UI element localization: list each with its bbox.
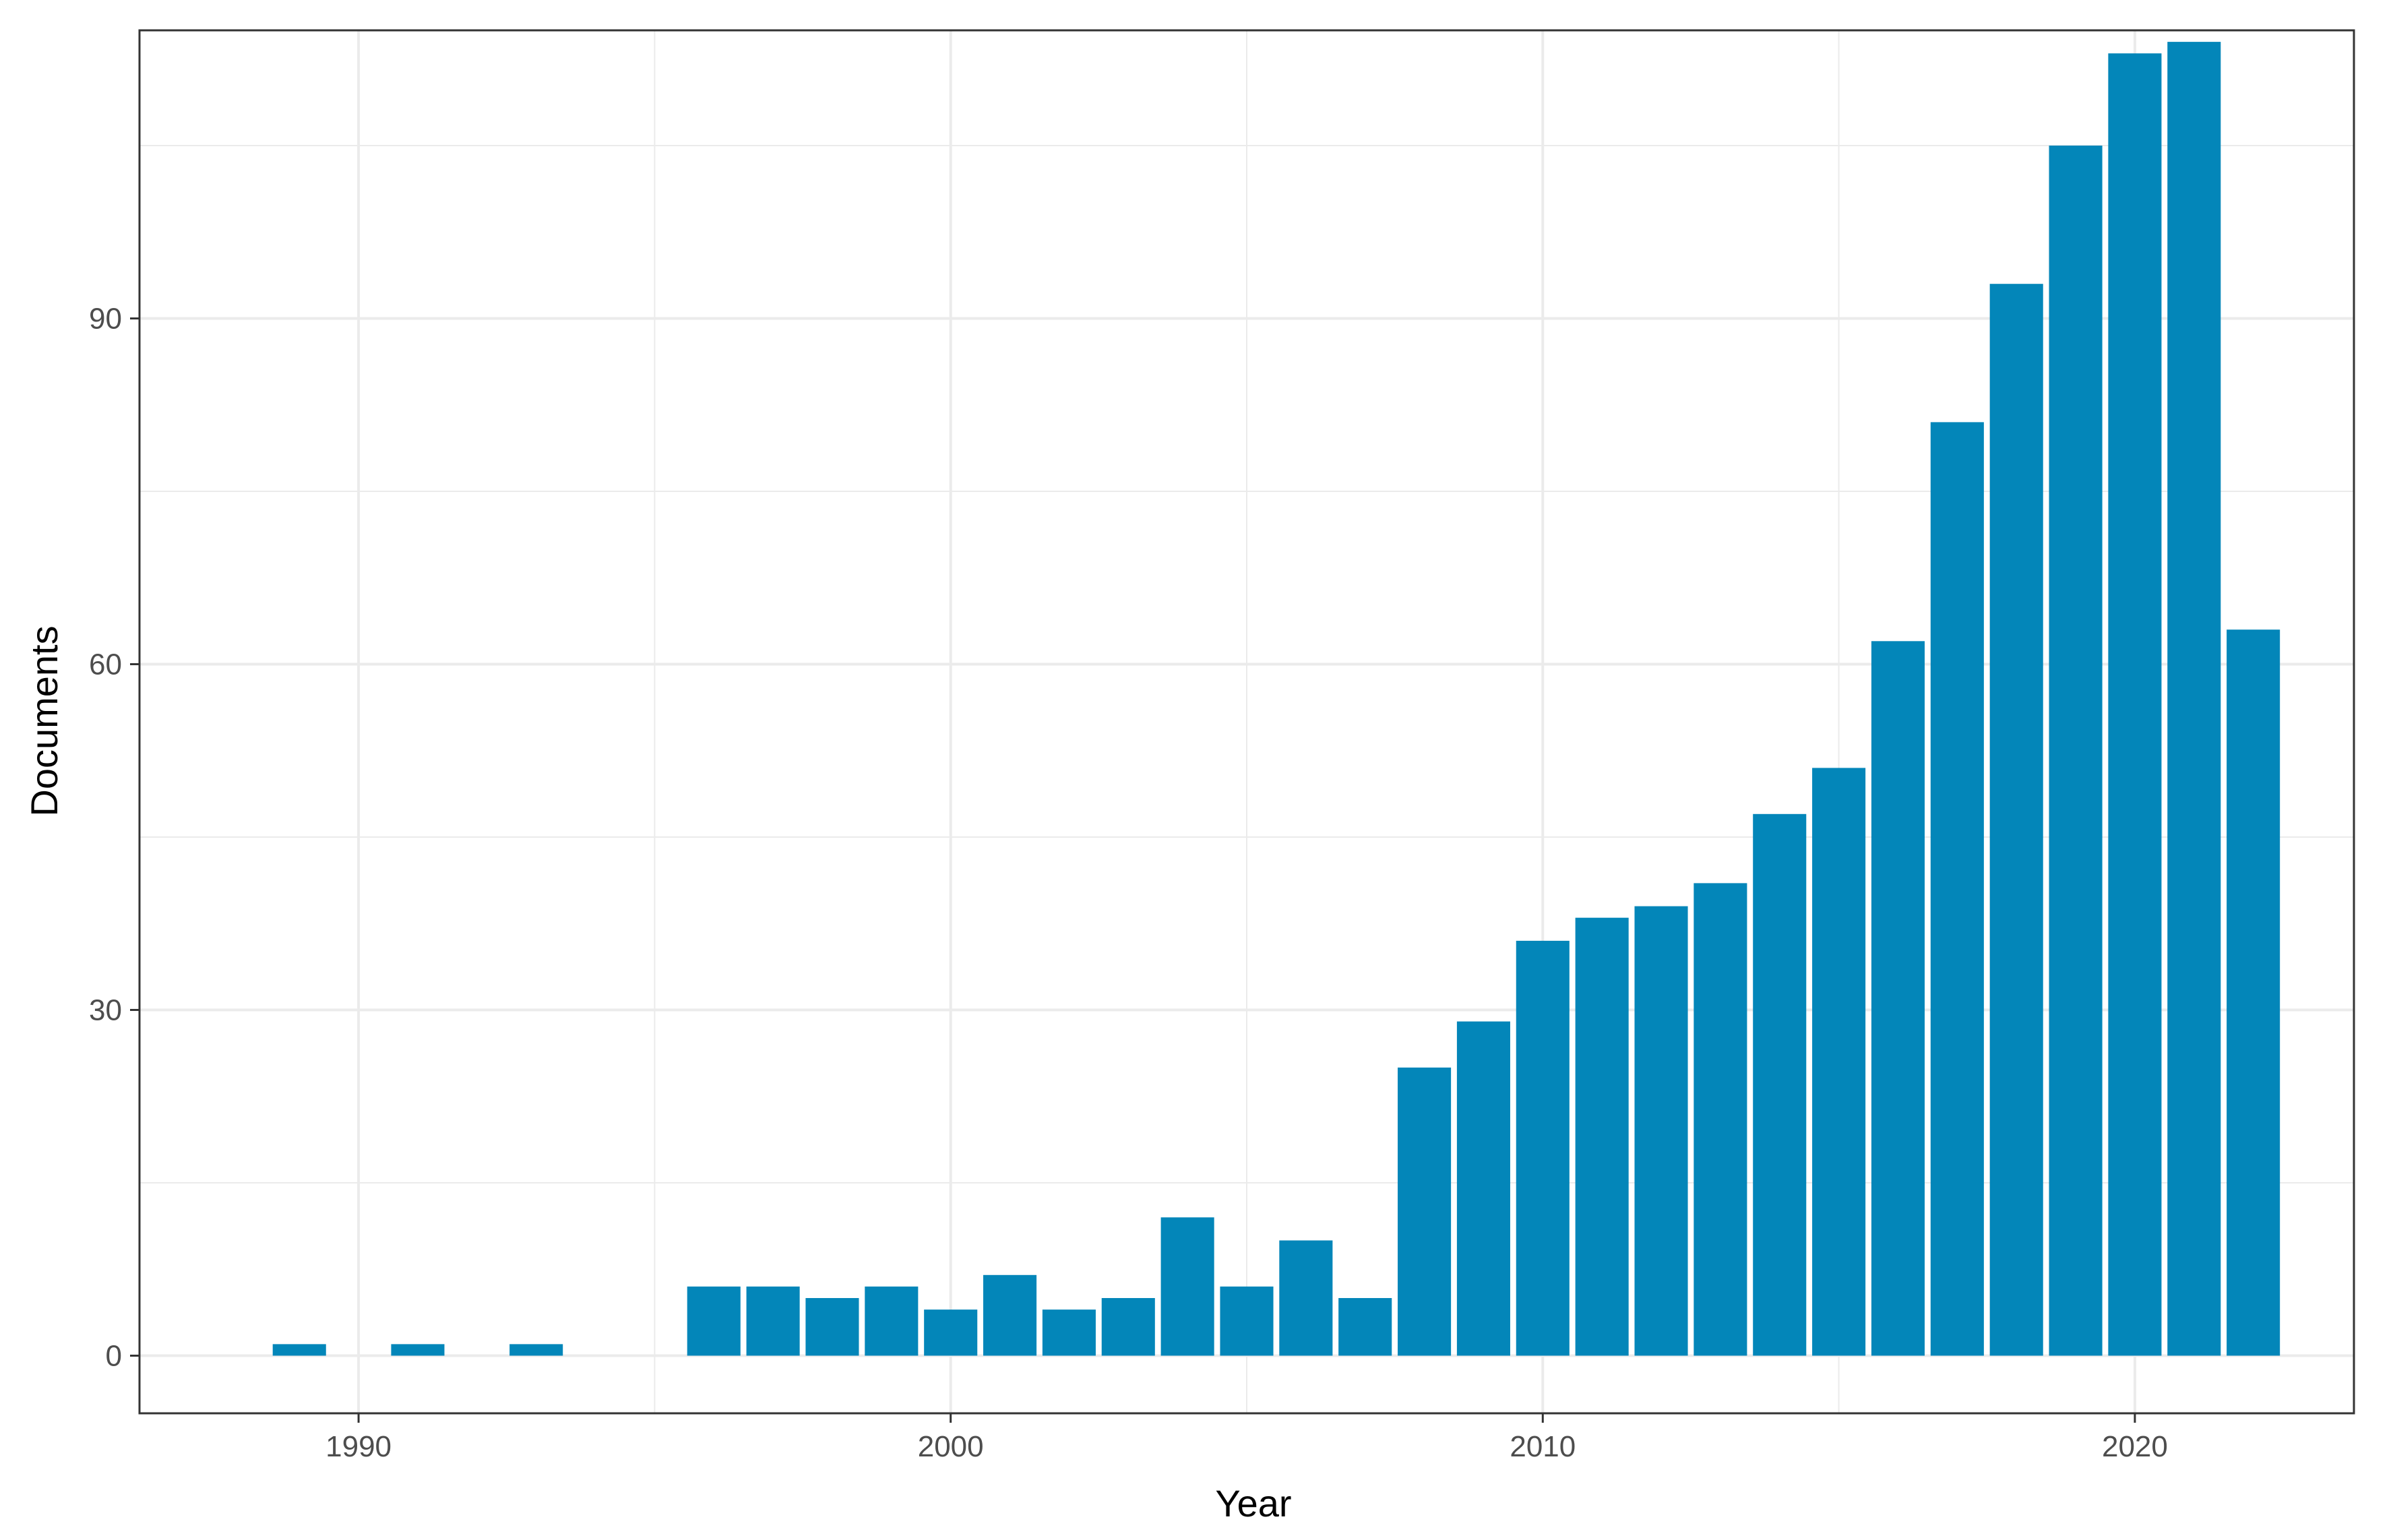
panel-border	[138, 29, 2355, 1415]
x-axis-title: Year	[1215, 1482, 1291, 1524]
bar-1998	[805, 1298, 859, 1356]
y-tick-label: 30	[89, 994, 122, 1027]
bar-2000	[924, 1310, 978, 1356]
bar-2008	[1398, 1068, 1452, 1356]
x-tick-label: 2020	[2102, 1430, 2168, 1463]
bar-1991	[391, 1344, 445, 1356]
bar-2004	[1160, 1217, 1214, 1356]
bar-1993	[509, 1344, 563, 1356]
bar-2018	[1989, 284, 2043, 1356]
bar-2005	[1220, 1286, 1274, 1356]
bar-1997	[746, 1286, 800, 1356]
bar-2001	[983, 1274, 1037, 1356]
y-axis-title: Documents	[23, 625, 65, 816]
bar-2013	[1694, 883, 1747, 1356]
x-tick-label: 2010	[1510, 1430, 1576, 1463]
bar-2007	[1338, 1298, 1392, 1356]
x-tick-label: 1990	[325, 1430, 392, 1463]
tick-labels: 1990 2000 2010 2020 0 30 60 90	[89, 303, 2168, 1464]
bar-1989	[272, 1344, 326, 1356]
bar-1996	[687, 1286, 741, 1356]
bar-2009	[1456, 1021, 1510, 1356]
bar-2006	[1279, 1240, 1333, 1356]
bar-2011	[1575, 917, 1629, 1356]
bar-2012	[1634, 906, 1688, 1356]
y-tick-label: 90	[89, 303, 122, 336]
bar-2010	[1516, 940, 1570, 1356]
bar-2016	[1871, 641, 1925, 1356]
bar-2021	[2167, 42, 2221, 1356]
y-tick-label: 0	[106, 1340, 122, 1373]
bar-1999	[865, 1286, 919, 1356]
x-tick-label: 2000	[918, 1430, 984, 1463]
axis-ticks	[130, 317, 2136, 1423]
bar-2015	[1812, 768, 1866, 1356]
bar-2022	[2227, 629, 2280, 1356]
bars	[272, 42, 2280, 1356]
bar-2014	[1753, 813, 1807, 1356]
bar-2020	[2108, 53, 2162, 1356]
bar-2002	[1042, 1310, 1096, 1356]
y-tick-label: 60	[89, 648, 122, 681]
bar-2019	[2049, 146, 2103, 1356]
bar-2017	[1930, 422, 1984, 1356]
bar-2003	[1101, 1298, 1155, 1356]
